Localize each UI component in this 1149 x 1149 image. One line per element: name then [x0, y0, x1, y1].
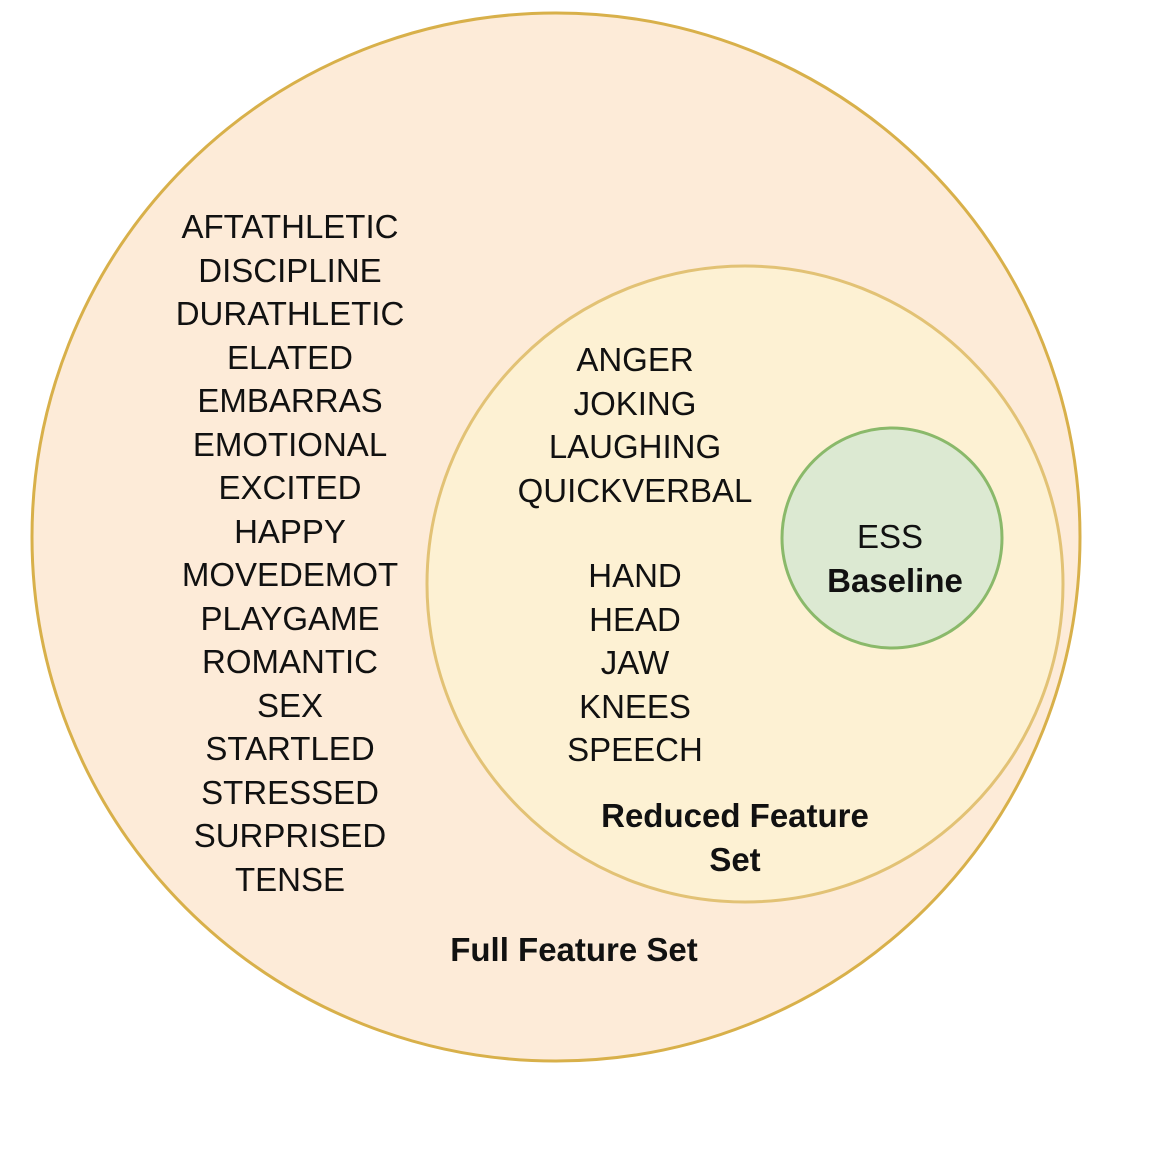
reduced-feature-list-group2: HAND HEAD JAW KNEES SPEECH	[485, 554, 785, 772]
feature-item: JOKING	[485, 382, 785, 426]
feature-item: AFTATHLETIC	[140, 205, 440, 249]
feature-item: HAPPY	[140, 510, 440, 554]
feature-item: LAUGHING	[485, 425, 785, 469]
baseline-label: Baseline	[795, 559, 995, 603]
feature-item: ROMANTIC	[140, 640, 440, 684]
feature-item: MOVEDEMOT	[140, 553, 440, 597]
reduced-title-line2: Set	[560, 838, 910, 882]
feature-item: STARTLED	[140, 727, 440, 771]
feature-item: EMBARRAS	[140, 379, 440, 423]
full-feature-set-title: Full Feature Set	[374, 928, 774, 972]
feature-item: SEX	[140, 684, 440, 728]
reduced-feature-list-group1: ANGER JOKING LAUGHING QUICKVERBAL	[485, 338, 785, 512]
feature-item: ELATED	[140, 336, 440, 380]
feature-item: HEAD	[485, 598, 785, 642]
feature-item: QUICKVERBAL	[485, 469, 785, 513]
feature-item: KNEES	[485, 685, 785, 729]
feature-item: HAND	[485, 554, 785, 598]
feature-item: DURATHLETIC	[140, 292, 440, 336]
feature-item: SPEECH	[485, 728, 785, 772]
feature-item: TENSE	[140, 858, 440, 902]
feature-item: PLAYGAME	[140, 597, 440, 641]
feature-item: SURPRISED	[140, 814, 440, 858]
feature-item: EXCITED	[140, 466, 440, 510]
feature-item: EMOTIONAL	[140, 423, 440, 467]
ess-label: ESS	[790, 515, 990, 559]
feature-item: ANGER	[485, 338, 785, 382]
reduced-feature-set-title: Reduced Feature Set	[560, 794, 910, 882]
reduced-title-line1: Reduced Feature	[560, 794, 910, 838]
feature-item: JAW	[485, 641, 785, 685]
full-feature-list: AFTATHLETIC DISCIPLINE DURATHLETIC ELATED EM…	[140, 205, 440, 901]
feature-item: STRESSED	[140, 771, 440, 815]
feature-item: DISCIPLINE	[140, 249, 440, 293]
